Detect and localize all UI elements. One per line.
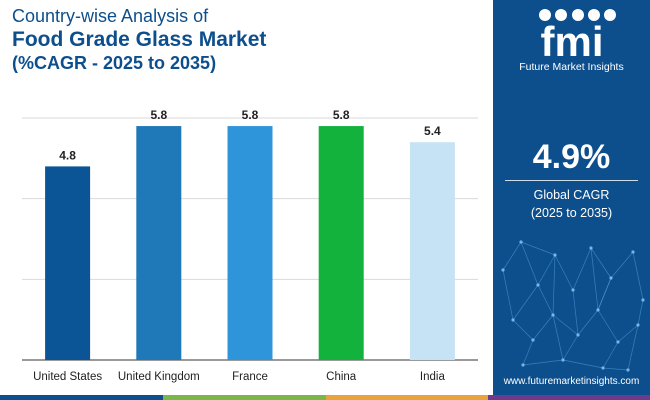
network-link xyxy=(520,241,539,286)
network-link xyxy=(577,309,599,336)
network-node xyxy=(626,368,630,372)
cagr-label-line-1: Global CAGR xyxy=(533,188,610,202)
data-label: 5.8 xyxy=(150,108,167,122)
x-tick-label: United States xyxy=(33,371,102,383)
network-link xyxy=(597,277,612,311)
network-link xyxy=(617,324,639,343)
x-tick-label: India xyxy=(420,371,446,383)
network-link xyxy=(537,254,556,286)
network-link xyxy=(597,309,619,343)
network-link xyxy=(632,251,644,301)
network-node xyxy=(631,250,635,254)
network-node xyxy=(616,340,620,344)
bar-china xyxy=(318,126,364,360)
title-line-3: (%CAGR - 2025 to 2035) xyxy=(12,53,217,73)
side-panel: fmi Future Market Insights 4.9% Global C… xyxy=(493,0,650,400)
network-link xyxy=(637,299,644,326)
data-label: 4.8 xyxy=(59,148,76,162)
cagr-divider xyxy=(505,180,638,181)
network-link xyxy=(562,334,579,361)
network-node xyxy=(576,333,580,337)
logo-text: fmi xyxy=(540,18,603,60)
data-label: 5.8 xyxy=(333,108,350,122)
logo-dot-icon xyxy=(554,9,567,21)
bar-france xyxy=(227,126,273,360)
network-link xyxy=(554,254,574,291)
network-link xyxy=(522,339,534,366)
data-label: 5.8 xyxy=(242,108,259,122)
network-link xyxy=(602,367,629,371)
network-node xyxy=(641,298,645,302)
strip-segment xyxy=(488,395,650,400)
logo-dot-icon xyxy=(538,9,551,21)
network-link xyxy=(512,284,539,321)
network-node xyxy=(596,308,600,312)
fmi-logo: fmi Future Market Insights xyxy=(493,8,650,73)
strip-segment xyxy=(163,395,326,400)
network-link xyxy=(552,314,564,361)
network-link xyxy=(572,247,592,291)
network-link xyxy=(502,241,522,271)
logo-dot-icon xyxy=(603,9,616,21)
network-link xyxy=(610,251,634,279)
strip-segment xyxy=(326,395,488,400)
network-pattern-decoration xyxy=(501,240,645,372)
title-block: Country-wise Analysis of Food Grade Glas… xyxy=(12,6,266,74)
network-node xyxy=(571,288,575,292)
global-cagr-value: 4.9% xyxy=(532,138,611,176)
network-link xyxy=(552,314,579,336)
logo-dot-icon xyxy=(587,9,600,21)
network-link xyxy=(552,254,556,316)
network-link xyxy=(532,314,554,341)
cagr-label-line-2: (2025 to 2035) xyxy=(530,206,613,220)
network-node xyxy=(589,246,593,250)
network-link xyxy=(502,269,514,321)
network-node xyxy=(553,253,557,257)
network-node xyxy=(601,366,605,370)
logo-caption: Future Market Insights xyxy=(519,61,624,73)
network-node xyxy=(501,268,505,272)
logo-dot-icon xyxy=(571,9,584,21)
network-node xyxy=(511,318,515,322)
network-link xyxy=(590,247,612,279)
network-link xyxy=(512,319,534,341)
network-node xyxy=(536,283,540,287)
bar-india xyxy=(409,142,455,360)
title-line-1: Country-wise Analysis of xyxy=(12,6,209,26)
website-link[interactable]: www.futuremarketinsights.com xyxy=(503,376,640,387)
network-node xyxy=(561,358,565,362)
global-cagr-label: Global CAGR (2025 to 2035) xyxy=(493,186,650,222)
bar-chart: 4.8 United States 5.8 United Kingdom 5.8 Fran… xyxy=(22,108,478,383)
network-link xyxy=(537,284,554,316)
network-node xyxy=(531,338,535,342)
network-node xyxy=(636,323,640,327)
network-link xyxy=(572,289,579,336)
x-tick-label: China xyxy=(326,371,357,383)
network-node xyxy=(519,240,523,244)
network-link xyxy=(590,247,599,311)
network-node xyxy=(521,363,525,367)
bar-united-states xyxy=(45,166,91,360)
title-line-2: Food Grade Glass Market xyxy=(12,28,267,51)
network-link xyxy=(602,341,619,369)
data-label: 5.4 xyxy=(424,124,441,138)
network-link xyxy=(562,359,604,369)
x-tick-label: France xyxy=(232,371,268,383)
fmi-logo-mark: fmi xyxy=(538,9,616,60)
network-node xyxy=(609,276,613,280)
network-node xyxy=(551,313,555,317)
strip-segment xyxy=(0,395,163,400)
network-link xyxy=(522,359,564,366)
network-link xyxy=(627,324,639,371)
bar-united-kingdom xyxy=(136,126,182,360)
x-tick-label: United Kingdom xyxy=(118,371,200,383)
bottom-color-strip xyxy=(0,395,650,400)
network-link xyxy=(520,241,556,256)
